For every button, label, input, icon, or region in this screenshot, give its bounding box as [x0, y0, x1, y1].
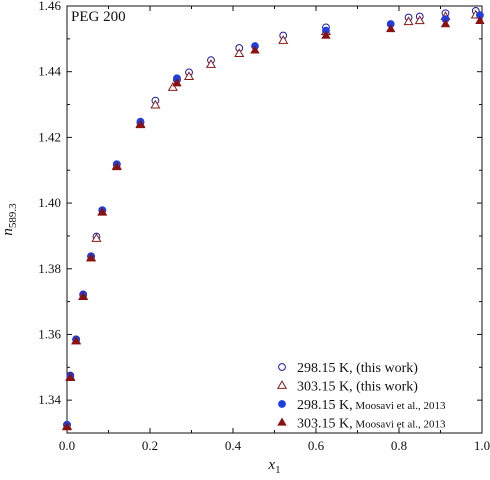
data-point	[135, 119, 146, 129]
y-tick-label: 1.38	[38, 261, 61, 276]
x-tick-label: 0.8	[391, 438, 407, 453]
legend: 298.15 K, (this work) 303.15 K, (this wor…	[276, 361, 446, 432]
y-tick-label: 1.46	[38, 0, 61, 13]
legend-marker	[277, 417, 287, 426]
legend-label-main: 303.15 K, (this work)	[297, 380, 418, 395]
x-tick-label: 1.0	[474, 438, 490, 453]
data-point	[250, 45, 260, 54]
data-point	[78, 291, 88, 300]
data-point	[183, 71, 195, 80]
data-point	[62, 422, 72, 431]
x-axis-title-main: x	[267, 457, 275, 473]
y-tick-label: 1.34	[38, 392, 61, 407]
legend-label: 303.15 K, Moosavi et al., 2013	[297, 417, 446, 432]
data-point	[321, 30, 331, 39]
y-axis-title-subscript: 589.3	[7, 203, 19, 228]
legend-label: 303.15 K, (this work)	[297, 380, 418, 395]
data-point	[167, 82, 178, 91]
data-point	[475, 15, 485, 24]
legend-label: 298.15 K, (this work)	[297, 361, 418, 376]
x-tick-label: 0.4	[225, 438, 242, 453]
legend-label-main: 298.15 K, (this work)	[297, 361, 418, 376]
plot-frame	[66, 5, 483, 434]
data-point	[278, 35, 289, 44]
legend-label: 298.15 K, Moosavi et al., 2013	[297, 398, 446, 413]
data-point	[97, 207, 107, 216]
data-point	[205, 59, 217, 68]
legend-label-source: Moosavi et al., 2013	[353, 400, 446, 412]
legend-label-main: 298.15 K,	[297, 398, 353, 413]
data-point	[440, 19, 451, 28]
x-tick-label: 0.6	[308, 438, 325, 453]
x-axis-title: x1	[267, 457, 280, 476]
panel-label: PEG 200	[71, 9, 126, 25]
x-tick-label: 0.0	[59, 438, 75, 453]
data-point	[150, 99, 161, 109]
data-point	[71, 336, 81, 345]
legend-marker	[276, 380, 288, 389]
y-axis-title: n589.3	[0, 203, 19, 236]
x-tick-label: 0.2	[142, 438, 158, 453]
legend-marker	[278, 363, 286, 371]
series-4	[62, 15, 485, 431]
data-point	[112, 161, 122, 171]
legend-label-source: Moosavi et al., 2013	[353, 419, 446, 431]
y-tick-label: 1.44	[38, 64, 61, 79]
data-point	[91, 233, 102, 242]
data-point	[65, 372, 76, 381]
y-tick-label: 1.40	[38, 195, 61, 210]
data-point	[403, 16, 414, 26]
y-tick-label: 1.36	[38, 326, 61, 341]
data-point	[172, 78, 182, 87]
data-point	[414, 15, 425, 25]
legend-label-main: 303.15 K,	[297, 417, 353, 432]
data-point	[386, 23, 396, 33]
data-point	[86, 253, 96, 262]
series-3	[63, 11, 484, 429]
legend-marker	[278, 400, 286, 408]
y-axis-title-main: n	[0, 228, 16, 236]
y-tick-label: 1.42	[38, 129, 61, 144]
x-axis-title-subscript: 1	[275, 464, 281, 476]
data-point	[234, 48, 245, 57]
